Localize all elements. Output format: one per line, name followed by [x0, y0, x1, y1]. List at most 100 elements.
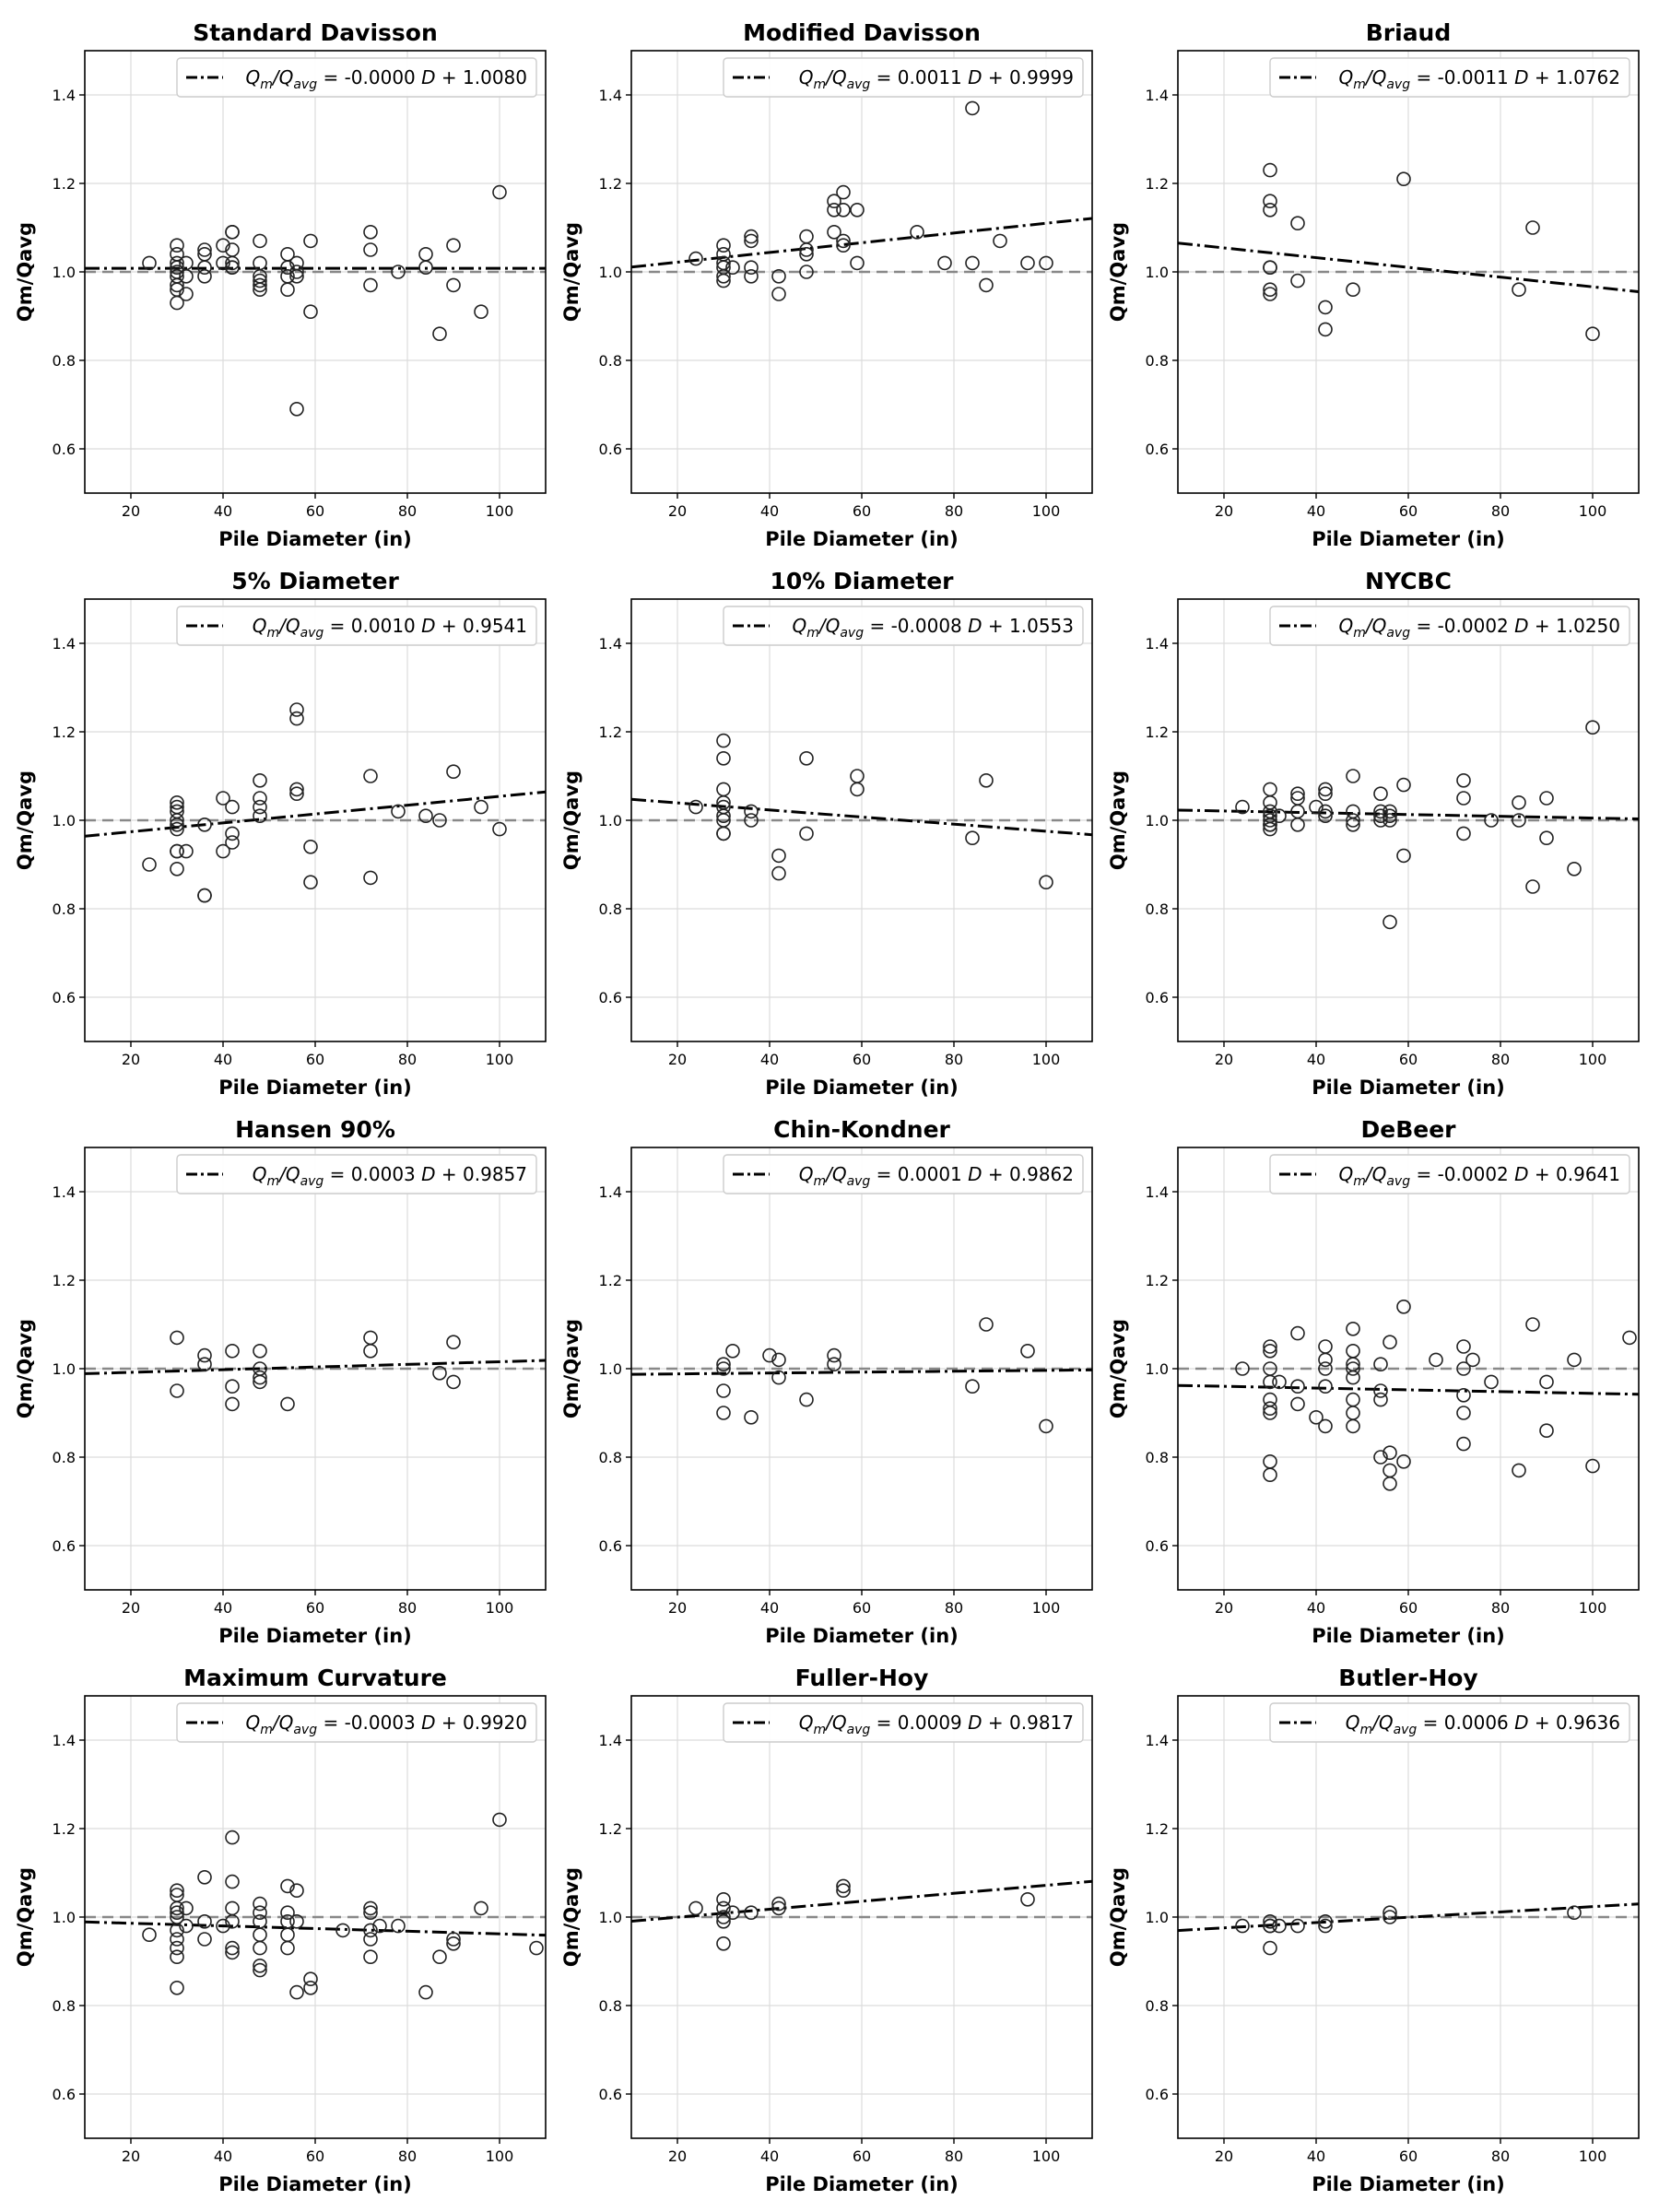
data-point: [979, 1317, 994, 1332]
data-point: [965, 255, 980, 271]
y-tick-label: 0.8: [1146, 900, 1169, 918]
data-point: [1396, 1300, 1411, 1314]
data-point: [850, 782, 865, 797]
x-tick-label: 20: [122, 502, 140, 520]
x-tick-label: 40: [1307, 502, 1325, 520]
data-point: [1512, 813, 1526, 828]
data-point: [1290, 1396, 1305, 1412]
data-point: [744, 1410, 759, 1425]
subplot-title: Hansen 90%: [235, 1116, 395, 1143]
data-point: [716, 238, 731, 253]
data-point: [716, 782, 731, 797]
data-point: [170, 260, 184, 276]
data-point: [253, 1374, 267, 1390]
legend-box: [176, 57, 537, 98]
y-tick-label: 1.2: [1146, 1272, 1169, 1289]
data-point: [280, 1905, 295, 1920]
data-point: [170, 238, 184, 253]
data-point: [716, 1361, 731, 1376]
data-point: [1346, 1392, 1360, 1407]
data-point: [910, 225, 924, 240]
x-tick-label: 100: [1032, 502, 1061, 520]
y-tick-label: 1.0: [53, 812, 76, 830]
x-axis-label: Pile Diameter (in): [1312, 2173, 1505, 2195]
legend-label: Qm/Qavg = -0.0002 D + 1.0250: [1338, 615, 1620, 641]
data-point: [1263, 1918, 1277, 1934]
y-tick-label: 0.8: [599, 900, 622, 918]
legend-label: Qm/Qavg = -0.0003 D + 0.9920: [245, 1712, 527, 1737]
y-tick-label: 0.6: [1146, 1537, 1169, 1555]
data-point: [170, 843, 184, 859]
data-point: [1272, 1374, 1287, 1390]
y-tick-label: 1.2: [53, 1272, 76, 1289]
data-point: [771, 1896, 786, 1912]
data-point: [979, 772, 994, 788]
data-point: [391, 804, 406, 819]
legend-box: [723, 606, 1084, 646]
x-tick-label: 60: [1399, 502, 1418, 520]
x-tick-label: 100: [1579, 502, 1607, 520]
data-point: [197, 888, 212, 903]
legend: Qm/Qavg = -0.0008 D + 1.0553: [723, 606, 1084, 646]
legend-box: [176, 1154, 537, 1194]
data-point: [432, 1949, 447, 1964]
y-tick-label: 0.6: [599, 1537, 622, 1555]
y-tick-label: 0.8: [599, 1997, 622, 2015]
data-point: [1382, 914, 1397, 930]
data-point: [1539, 1423, 1554, 1438]
x-tick-label: 60: [853, 1599, 871, 1617]
data-point: [1346, 1361, 1360, 1376]
data-point: [1346, 769, 1360, 783]
fit-line: [631, 1879, 1092, 1923]
subplot-10: 20 40 60 80 100 0.6 0.8 1.0 1.2 1.4 Maximum Curvat…: [14, 1665, 547, 2195]
data-point: [253, 772, 267, 788]
data-point: [197, 817, 212, 832]
data-point: [1396, 777, 1411, 793]
y-tick-label: 1.4: [599, 1732, 622, 1749]
data-point: [289, 268, 304, 284]
y-tick-label: 1.2: [599, 724, 622, 741]
data-point: [170, 813, 184, 828]
data-point: [1263, 1401, 1277, 1416]
legend-box: [723, 57, 1084, 98]
data-point: [1346, 282, 1360, 298]
data-point: [197, 268, 212, 284]
data-point: [1263, 287, 1277, 301]
data-point: [1272, 808, 1287, 824]
data-point: [1567, 861, 1582, 877]
data-point: [170, 1940, 184, 1956]
data-point: [225, 1914, 240, 1929]
data-point: [142, 1927, 157, 1942]
data-point: [716, 808, 731, 824]
y-tick-label: 0.6: [599, 989, 622, 1006]
data-point: [446, 238, 461, 253]
legend-label: Qm/Qavg = 0.0009 D + 0.9817: [799, 1712, 1074, 1737]
subplot-6: 20 40 60 80 100 0.6 0.8 1.0 1.2 1.4 NYCBC Pile Diam…: [1107, 568, 1640, 1099]
data-point: [744, 233, 759, 249]
x-axis-label: Pile Diameter (in): [1312, 1077, 1505, 1099]
data-point: [170, 295, 184, 311]
y-axis-label: Qm/Qavg: [560, 1867, 582, 1967]
data-point: [744, 229, 759, 244]
data-point: [716, 1936, 731, 1951]
data-point: [979, 277, 994, 293]
subplot-title: Standard Davisson: [193, 19, 438, 46]
x-tick-label: 20: [122, 1599, 140, 1617]
data-point: [1290, 1918, 1305, 1934]
y-axis-label: Qm/Qavg: [14, 1867, 36, 1967]
data-point: [1539, 791, 1554, 806]
y-axis-label: Qm/Qavg: [1107, 222, 1129, 322]
subplot-title: DeBeer: [1360, 1116, 1456, 1143]
data-point: [716, 826, 731, 841]
data-point: [1318, 1339, 1333, 1354]
data-point: [446, 1335, 461, 1349]
x-tick-label: 80: [398, 502, 417, 520]
data-point: [965, 1379, 980, 1394]
data-point: [1429, 1352, 1443, 1368]
subplot-3: 20 40 60 80 100 0.6 0.8 1.0 1.2 1.4 Briaud Pile Dia…: [1107, 19, 1640, 550]
data-point: [303, 839, 318, 854]
data-point: [170, 1981, 184, 1995]
data-point: [280, 1878, 295, 1894]
data-point: [179, 268, 194, 284]
y-tick-label: 1.2: [1146, 724, 1169, 741]
